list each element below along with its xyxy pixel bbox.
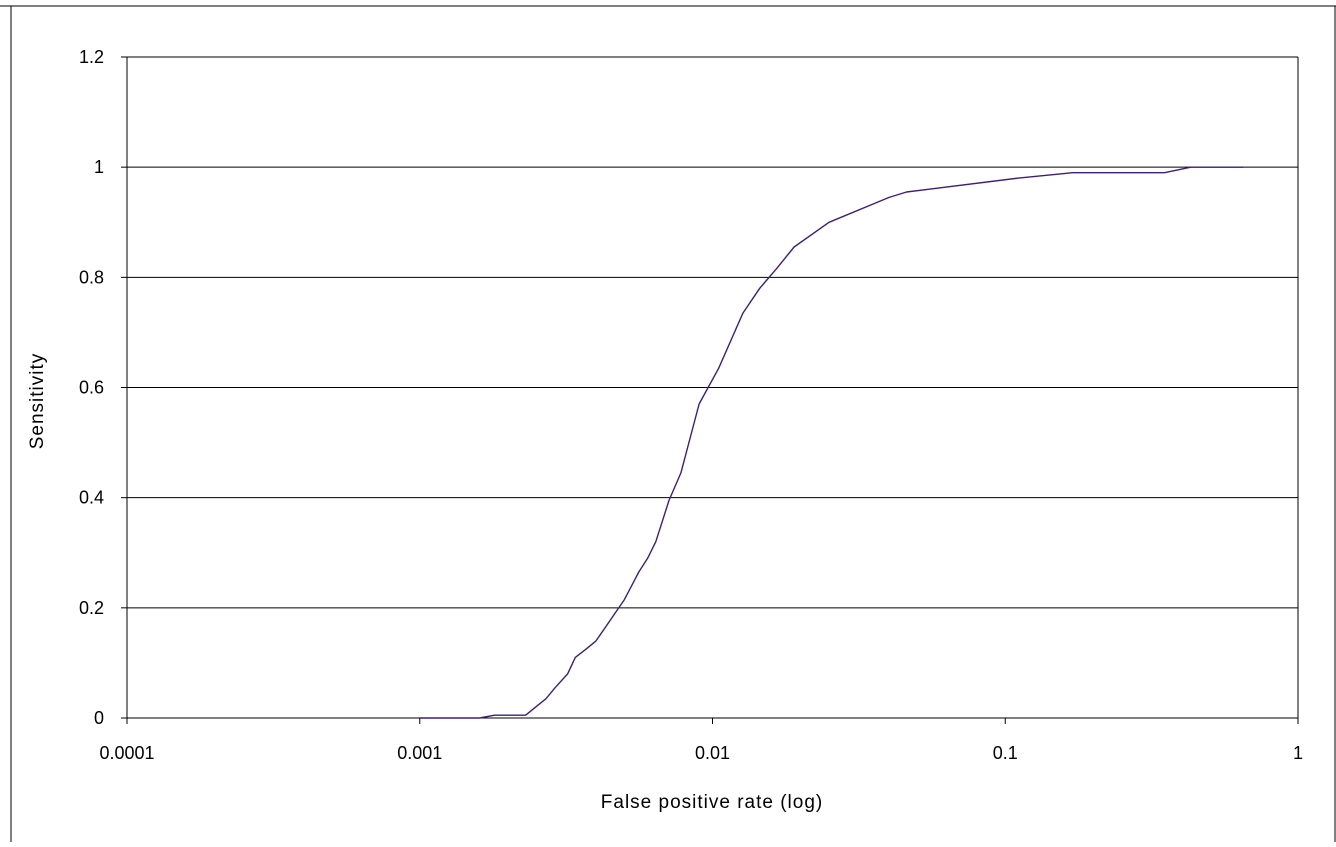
- x-tick-label-4: 1: [1293, 743, 1303, 763]
- y-tick-label-6: 1.2: [79, 47, 104, 67]
- y-tick-label-5: 1: [94, 157, 104, 177]
- x-axis-title: False positive rate (log): [601, 792, 823, 813]
- x-tick-label-0: 0.0001: [99, 743, 154, 763]
- y-tick-label-0: 0: [94, 708, 104, 728]
- y-tick-label-1: 0.2: [79, 598, 104, 618]
- x-tick-label-3: 0.1: [993, 743, 1018, 763]
- x-tick-label-2: 0.01: [695, 743, 730, 763]
- series-line-0: [419, 166, 1244, 719]
- x-axis-tick-labels: 0.0001 0.001 0.01 0.1 1: [99, 718, 1303, 763]
- gridlines: [127, 56, 1298, 609]
- y-tick-label-3: 0.6: [79, 378, 104, 398]
- y-tick-label-4: 0.8: [79, 267, 104, 287]
- series-layer: [419, 166, 1244, 719]
- y-tick-label-2: 0.4: [79, 488, 104, 508]
- y-axis-title: Sensitivity: [27, 353, 48, 450]
- x-tick-label-1: 0.001: [397, 743, 442, 763]
- y-axis-tick-labels: 0 0.2 0.4 0.6 0.8 1 1.2: [79, 47, 127, 728]
